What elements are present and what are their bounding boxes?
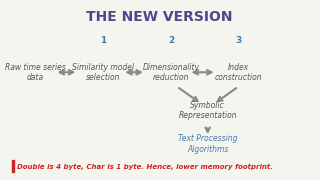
Text: 3: 3 xyxy=(236,36,242,45)
Text: 1: 1 xyxy=(100,36,106,45)
Text: Similarity model
selection: Similarity model selection xyxy=(72,63,134,82)
Text: THE NEW VERSION: THE NEW VERSION xyxy=(86,10,232,24)
Text: Text Processing
Algorithms: Text Processing Algorithms xyxy=(178,134,237,154)
Text: Index
construction: Index construction xyxy=(215,63,262,82)
Text: Double is 4 byte, Char is 1 byte. Hence, lower memory footprint.: Double is 4 byte, Char is 1 byte. Hence,… xyxy=(17,164,273,170)
FancyBboxPatch shape xyxy=(12,160,14,172)
Text: 2: 2 xyxy=(168,36,174,45)
Text: Symbolic
Representation: Symbolic Representation xyxy=(178,101,237,120)
Text: Raw time series
data: Raw time series data xyxy=(5,63,66,82)
Text: Dimensionality
reduction: Dimensionality reduction xyxy=(142,63,199,82)
